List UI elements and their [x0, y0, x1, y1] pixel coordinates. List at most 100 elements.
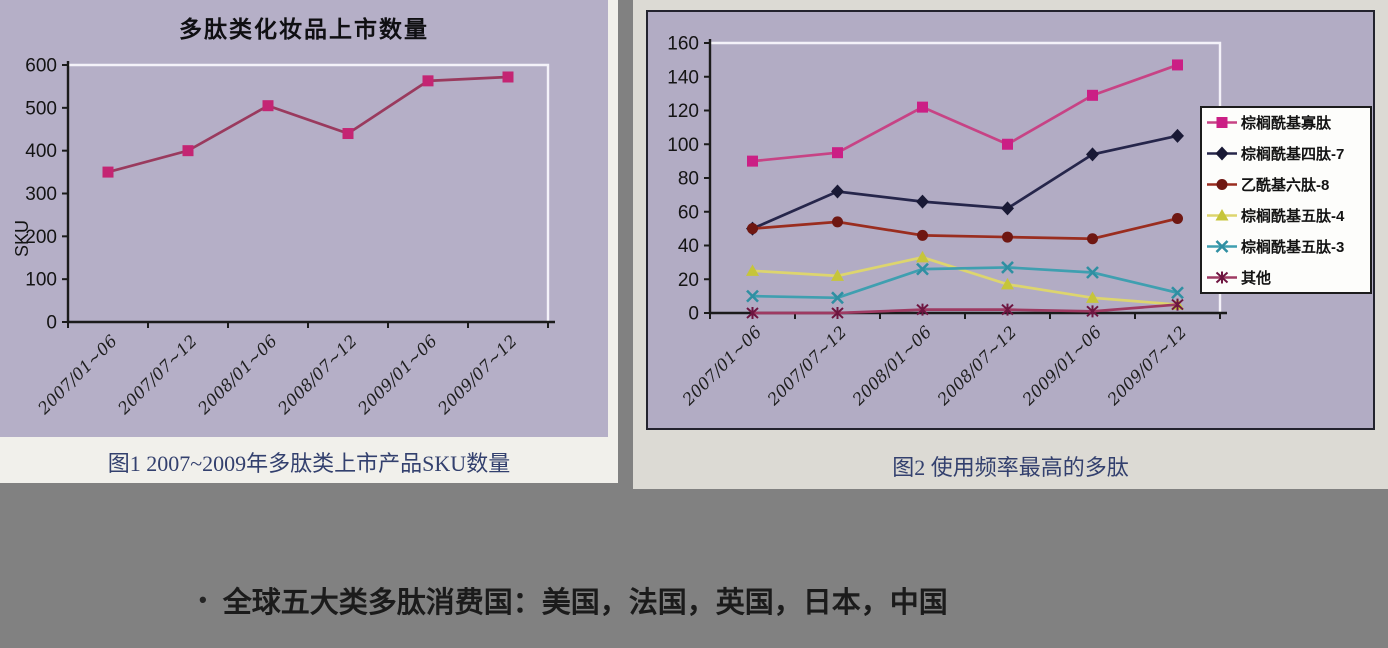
y-tick-label: 200 [25, 227, 57, 248]
series-其他 [746, 298, 1184, 319]
marker-asterisk [916, 303, 929, 316]
plot-border [68, 63, 550, 322]
figure2-plot-svg: 0 20 40 60 80 100 120 140 160 2007/01~062007/07~1… [667, 34, 1372, 410]
series-棕榈酰基寡肽 [747, 59, 1183, 167]
marker-diamond [916, 194, 929, 209]
figure1-chart-area: 多肽类化妆品上市数量 0 100 200 300 400 500 600 2007/01~06… [0, 0, 608, 437]
series-line [752, 63, 1178, 163]
marker-diamond [1171, 128, 1184, 143]
x-category-label: 2008/01~06 [848, 322, 935, 409]
marker-x [916, 262, 929, 276]
marker-asterisk [1001, 303, 1014, 316]
x-category-label: 2007/07~12 [114, 331, 201, 418]
marker-diamond [1001, 201, 1014, 216]
marker-triangle [1215, 209, 1229, 221]
series-棕榈酰基五肽-3 [746, 261, 1184, 305]
series-line [752, 217, 1178, 241]
marker-circle [917, 229, 928, 241]
figure2-chart-panel: 0 20 40 60 80 100 120 140 160 2007/01~06 2007/07~1… [646, 10, 1375, 430]
marker-triangle [1001, 277, 1014, 290]
series-乙酰基六肽-8 [747, 213, 1183, 245]
figure2-image: 0 20 40 60 80 100 120 140 160 2007/01~06 2007/07~1… [633, 0, 1388, 489]
marker-asterisk [1215, 271, 1229, 284]
y-tick-label: 40 [678, 236, 699, 257]
marker-diamond [1215, 146, 1229, 161]
x-category-label: 2008/07~12 [274, 331, 361, 418]
legend-label: 棕榈酰基五肽-4 [1241, 207, 1345, 225]
legend-entry: 棕榈酰基寡肽 [1207, 114, 1332, 132]
y-tick-label: 140 [667, 67, 699, 88]
legend-entry: 棕榈酰基四肽-7 [1207, 145, 1344, 163]
figure1-caption: 图1 2007~2009年多肽类上市产品SKU数量 [107, 451, 511, 476]
marker-x [1001, 261, 1014, 274]
x-category-label: 2009/01~06 [354, 331, 441, 418]
marker-asterisk [831, 307, 844, 319]
marker-x [1086, 266, 1099, 279]
figure1-title: 多肽类化妆品上市数量 [179, 16, 429, 42]
series-line [752, 266, 1178, 300]
marker-circle [1087, 233, 1098, 245]
marker-diamond [1086, 147, 1099, 162]
legend-box [1200, 106, 1372, 294]
x-category-label: 2008/01~06 [194, 331, 281, 418]
y-tick-label: 160 [667, 34, 699, 55]
figure1-image: 多肽类化妆品上市数量 0 100 200 300 400 500 600 2007/01~06… [0, 0, 618, 483]
bullet-line: • 全球五大类多肽消费国：美国，法国，英国，日本，中国 [199, 579, 948, 621]
legend-label: 棕榈酰基五肽-3 [1241, 238, 1344, 256]
figure1-plot-svg: 01002003004005006002007/01~062007/07~122… [12, 56, 555, 419]
marker-square [502, 71, 514, 83]
series-line [752, 255, 1178, 306]
x-category-label: 2008/07~12 [933, 322, 1020, 409]
legend-entry: 其他 [1207, 269, 1271, 287]
marker-triangle [831, 269, 844, 281]
marker-triangle [746, 264, 759, 276]
axis [66, 61, 555, 324]
x-category-label: 2009/07~12 [1103, 322, 1190, 409]
y-tick-label: 400 [25, 141, 57, 162]
x-category-label: 2009/01~06 [1018, 322, 1105, 409]
y-tick-label: 100 [25, 270, 57, 291]
marker-asterisk [1086, 305, 1099, 318]
y-tick-label: 500 [25, 98, 57, 119]
x-category-label: 2007/07~12 [763, 322, 850, 409]
marker-triangle [916, 250, 929, 263]
legend-label: 其他 [1241, 269, 1271, 287]
marker-circle [832, 216, 843, 228]
x-category-label: 2007/01~06 [678, 322, 765, 409]
y-tick-label: 600 [25, 56, 57, 77]
marker-square [262, 100, 274, 112]
marker-asterisk [1171, 298, 1184, 311]
series-棕榈酰基五肽-4 [746, 250, 1184, 310]
y-tick-label: 0 [688, 304, 699, 325]
x-category-label: 2009/07~12 [434, 331, 521, 418]
marker-circle [1002, 231, 1013, 243]
y-tick-label: 100 [667, 135, 699, 156]
marker-circle [747, 223, 758, 235]
marker-square [1002, 138, 1013, 150]
series-line [751, 134, 1178, 230]
legend-entry: 棕榈酰基五肽-4 [1207, 207, 1345, 225]
legend-label: 乙酰基六肽-8 [1241, 176, 1329, 194]
x-category-label: 2007/01~06 [34, 331, 121, 418]
marker-x [1171, 286, 1184, 300]
series-SKU [102, 71, 514, 178]
marker-square [342, 128, 354, 140]
legend-label: 棕榈酰基四肽-7 [1241, 145, 1344, 163]
marker-x [831, 291, 844, 305]
marker-x [1215, 240, 1229, 253]
bullet-marker: • [199, 587, 207, 612]
marker-square [182, 145, 194, 157]
y-axis-title: SKU [12, 220, 32, 257]
y-tick-label: 120 [667, 101, 699, 122]
y-tick-label: 300 [25, 184, 57, 205]
series-line [752, 303, 1178, 315]
marker-square [422, 75, 434, 87]
legend-entry: 乙酰基六肽-8 [1207, 176, 1329, 194]
legend-label: 棕榈酰基寡肽 [1241, 114, 1332, 132]
marker-square [917, 101, 928, 113]
bullet-text: 全球五大类多肽消费国：美国，法国，英国，日本，中国 [222, 587, 948, 619]
marker-asterisk [746, 307, 759, 319]
marker-square [747, 155, 758, 167]
marker-circle [1216, 179, 1228, 190]
